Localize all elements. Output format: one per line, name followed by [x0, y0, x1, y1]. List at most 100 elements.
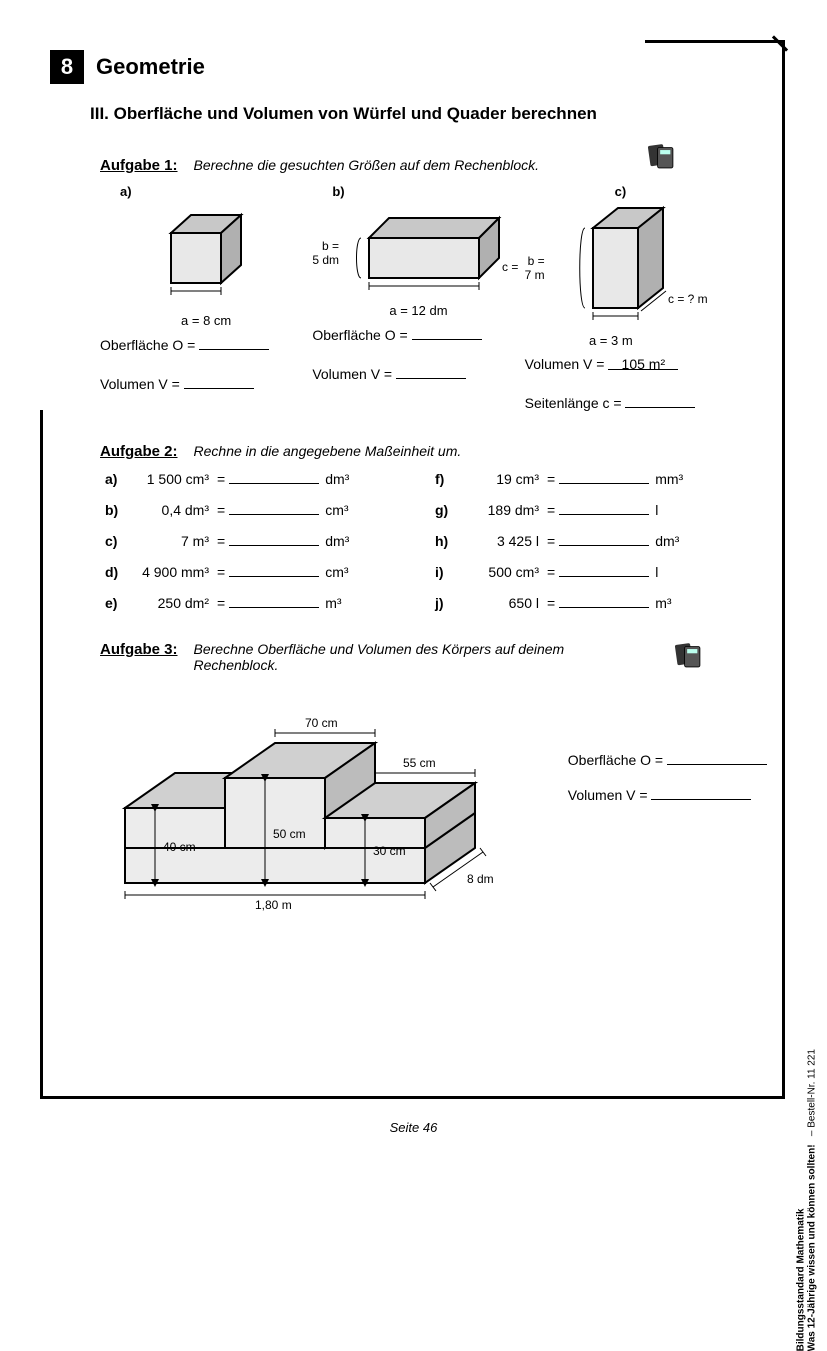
conv-value: 250 dm² [127, 595, 213, 611]
blank[interactable] [229, 470, 319, 484]
cube-a-svg [141, 203, 271, 313]
page-footer: Seite 46 [0, 1120, 827, 1135]
blank[interactable] [559, 563, 649, 577]
blank[interactable] [412, 326, 482, 340]
chapter-title: Geometrie [96, 54, 205, 80]
blank[interactable] [625, 394, 695, 408]
worksheet-page: 8 Geometrie III. Oberfläche und Volumen … [0, 0, 827, 1169]
svg-text:70 cm: 70 cm [305, 716, 338, 730]
conv-letter: d) [105, 564, 127, 580]
publisher-sidebar: Bildungsstandard Mathematik Was 12-Jähri… [795, 1049, 817, 1351]
conv-letter: i) [435, 564, 457, 580]
svg-text:50 cm: 50 cm [273, 827, 306, 841]
fig-c: c) b = 7 m c = ? m a = 3 m Volumen V = 1… [525, 184, 737, 415]
blank[interactable] [199, 336, 269, 350]
calculator-icon [644, 142, 678, 170]
conv-unit: m³ [325, 595, 341, 611]
task-3-label: Aufgabe 3: [100, 641, 178, 658]
svg-text:55 cm: 55 cm [403, 756, 436, 770]
svg-text:c = 4 dm: c = 4 dm [502, 260, 519, 274]
conv-value: 650 l [457, 595, 543, 611]
frame-corner [773, 36, 791, 54]
svg-text:40 cm: 40 cm [163, 840, 196, 854]
conv-value: 0,4 dm³ [127, 502, 213, 518]
fig-a-dim-a: a = 8 cm [100, 313, 312, 328]
conversion-row: h)3 425 l=dm³ [435, 532, 735, 549]
fig-c-tag: c) [615, 184, 737, 199]
conv-unit: dm³ [325, 471, 349, 487]
task-3-head: Aufgabe 3: Berechne Oberfläche und Volum… [100, 641, 767, 673]
conv-letter: g) [435, 502, 457, 518]
svg-text:c = ? m: c = ? m [668, 292, 708, 306]
svg-text:30 cm: 30 cm [373, 844, 406, 858]
conv-unit: dm³ [655, 533, 679, 549]
task-2-label: Aufgabe 2: [100, 443, 178, 460]
conv-letter: h) [435, 533, 457, 549]
conv-letter: a) [105, 471, 127, 487]
conv-unit: l [655, 502, 658, 518]
task-2-instr: Rechne in die angegebene Maßeinheit um. [194, 443, 462, 459]
conv-letter: c) [105, 533, 127, 549]
task-1-figures: a) a = 8 cm Oberfläche O = Volumen V = b… [100, 184, 737, 415]
blank-filled: 105 m² [608, 356, 678, 370]
conv-unit: cm³ [325, 502, 348, 518]
fig-c-dim-a: a = 3 m [485, 333, 737, 348]
blank[interactable] [651, 786, 751, 800]
conversion-row: g)189 dm³=l [435, 501, 735, 518]
task-1-label: Aufgabe 1: [100, 157, 178, 174]
fig-a-o: Oberfläche O = [100, 336, 312, 353]
podium-svg: 70 cm 55 cm 40 cm 50 cm 30 cm 1,80 m 8 d… [95, 683, 525, 913]
blank[interactable] [396, 365, 466, 379]
conv-letter: j) [435, 595, 457, 611]
svg-text:1,80 m: 1,80 m [255, 898, 292, 912]
blank[interactable] [229, 563, 319, 577]
conv-unit: l [655, 564, 658, 580]
fig-c-s: Seitenlänge c = [525, 394, 737, 411]
blank[interactable] [229, 501, 319, 515]
conversion-row: j)650 l=m³ [435, 594, 735, 611]
fig-c-v: Volumen V = 105 m² [525, 356, 737, 372]
task-3-instr: Berechne Oberfläche und Volumen des Körp… [194, 641, 594, 673]
blank[interactable] [184, 375, 254, 389]
conv-unit: cm³ [325, 564, 348, 580]
chapter-number: 8 [50, 50, 84, 84]
blank[interactable] [229, 594, 319, 608]
fig-b-v: Volumen V = [312, 365, 524, 382]
conversion-grid: a)1 500 cm³=dm³f)19 cm³=mm³b)0,4 dm³=cm³… [105, 470, 767, 611]
fig-a-tag: a) [120, 184, 312, 199]
task-2-head: Aufgabe 2: Rechne in die angegebene Maße… [100, 443, 767, 460]
blank[interactable] [559, 594, 649, 608]
conversion-row: i)500 cm³=l [435, 563, 735, 580]
conv-value: 4 900 mm³ [127, 564, 213, 580]
conv-value: 3 425 l [457, 533, 543, 549]
conversion-row: a)1 500 cm³=dm³ [105, 470, 405, 487]
blank[interactable] [559, 532, 649, 546]
chapter-header: 8 Geometrie [50, 50, 767, 84]
calculator-icon [671, 641, 705, 669]
conv-value: 1 500 cm³ [127, 471, 213, 487]
task-3-answers: Oberfläche O = Volumen V = [568, 743, 767, 913]
blank[interactable] [559, 470, 649, 484]
frame [782, 40, 785, 1099]
conv-unit: m³ [655, 595, 671, 611]
frame [40, 410, 43, 1099]
cuboid-b-svg: c = 4 dm [349, 203, 519, 303]
conv-unit: mm³ [655, 471, 683, 487]
cuboid-c-svg: c = ? m [573, 203, 713, 333]
blank[interactable] [229, 532, 319, 546]
fig-b: b) b = 5 dm c = 4 dm a = 12 dm Oberfläch… [312, 184, 524, 415]
fig-a: a) a = 8 cm Oberfläche O = Volumen V = [100, 184, 312, 415]
conversion-row: d)4 900 mm³=cm³ [105, 563, 405, 580]
conv-letter: b) [105, 502, 127, 518]
t3-v: Volumen V = [568, 786, 767, 803]
blank[interactable] [667, 751, 767, 765]
conv-value: 500 cm³ [457, 564, 543, 580]
conv-letter: e) [105, 595, 127, 611]
conv-value: 189 dm³ [457, 502, 543, 518]
svg-text:8 dm: 8 dm [467, 872, 494, 886]
task-3-body: 70 cm 55 cm 40 cm 50 cm 30 cm 1,80 m 8 d… [50, 683, 767, 913]
blank[interactable] [559, 501, 649, 515]
conv-value: 7 m³ [127, 533, 213, 549]
t3-o: Oberfläche O = [568, 751, 767, 768]
task-1-head: Aufgabe 1: Berechne die gesuchten Größen… [100, 142, 767, 174]
